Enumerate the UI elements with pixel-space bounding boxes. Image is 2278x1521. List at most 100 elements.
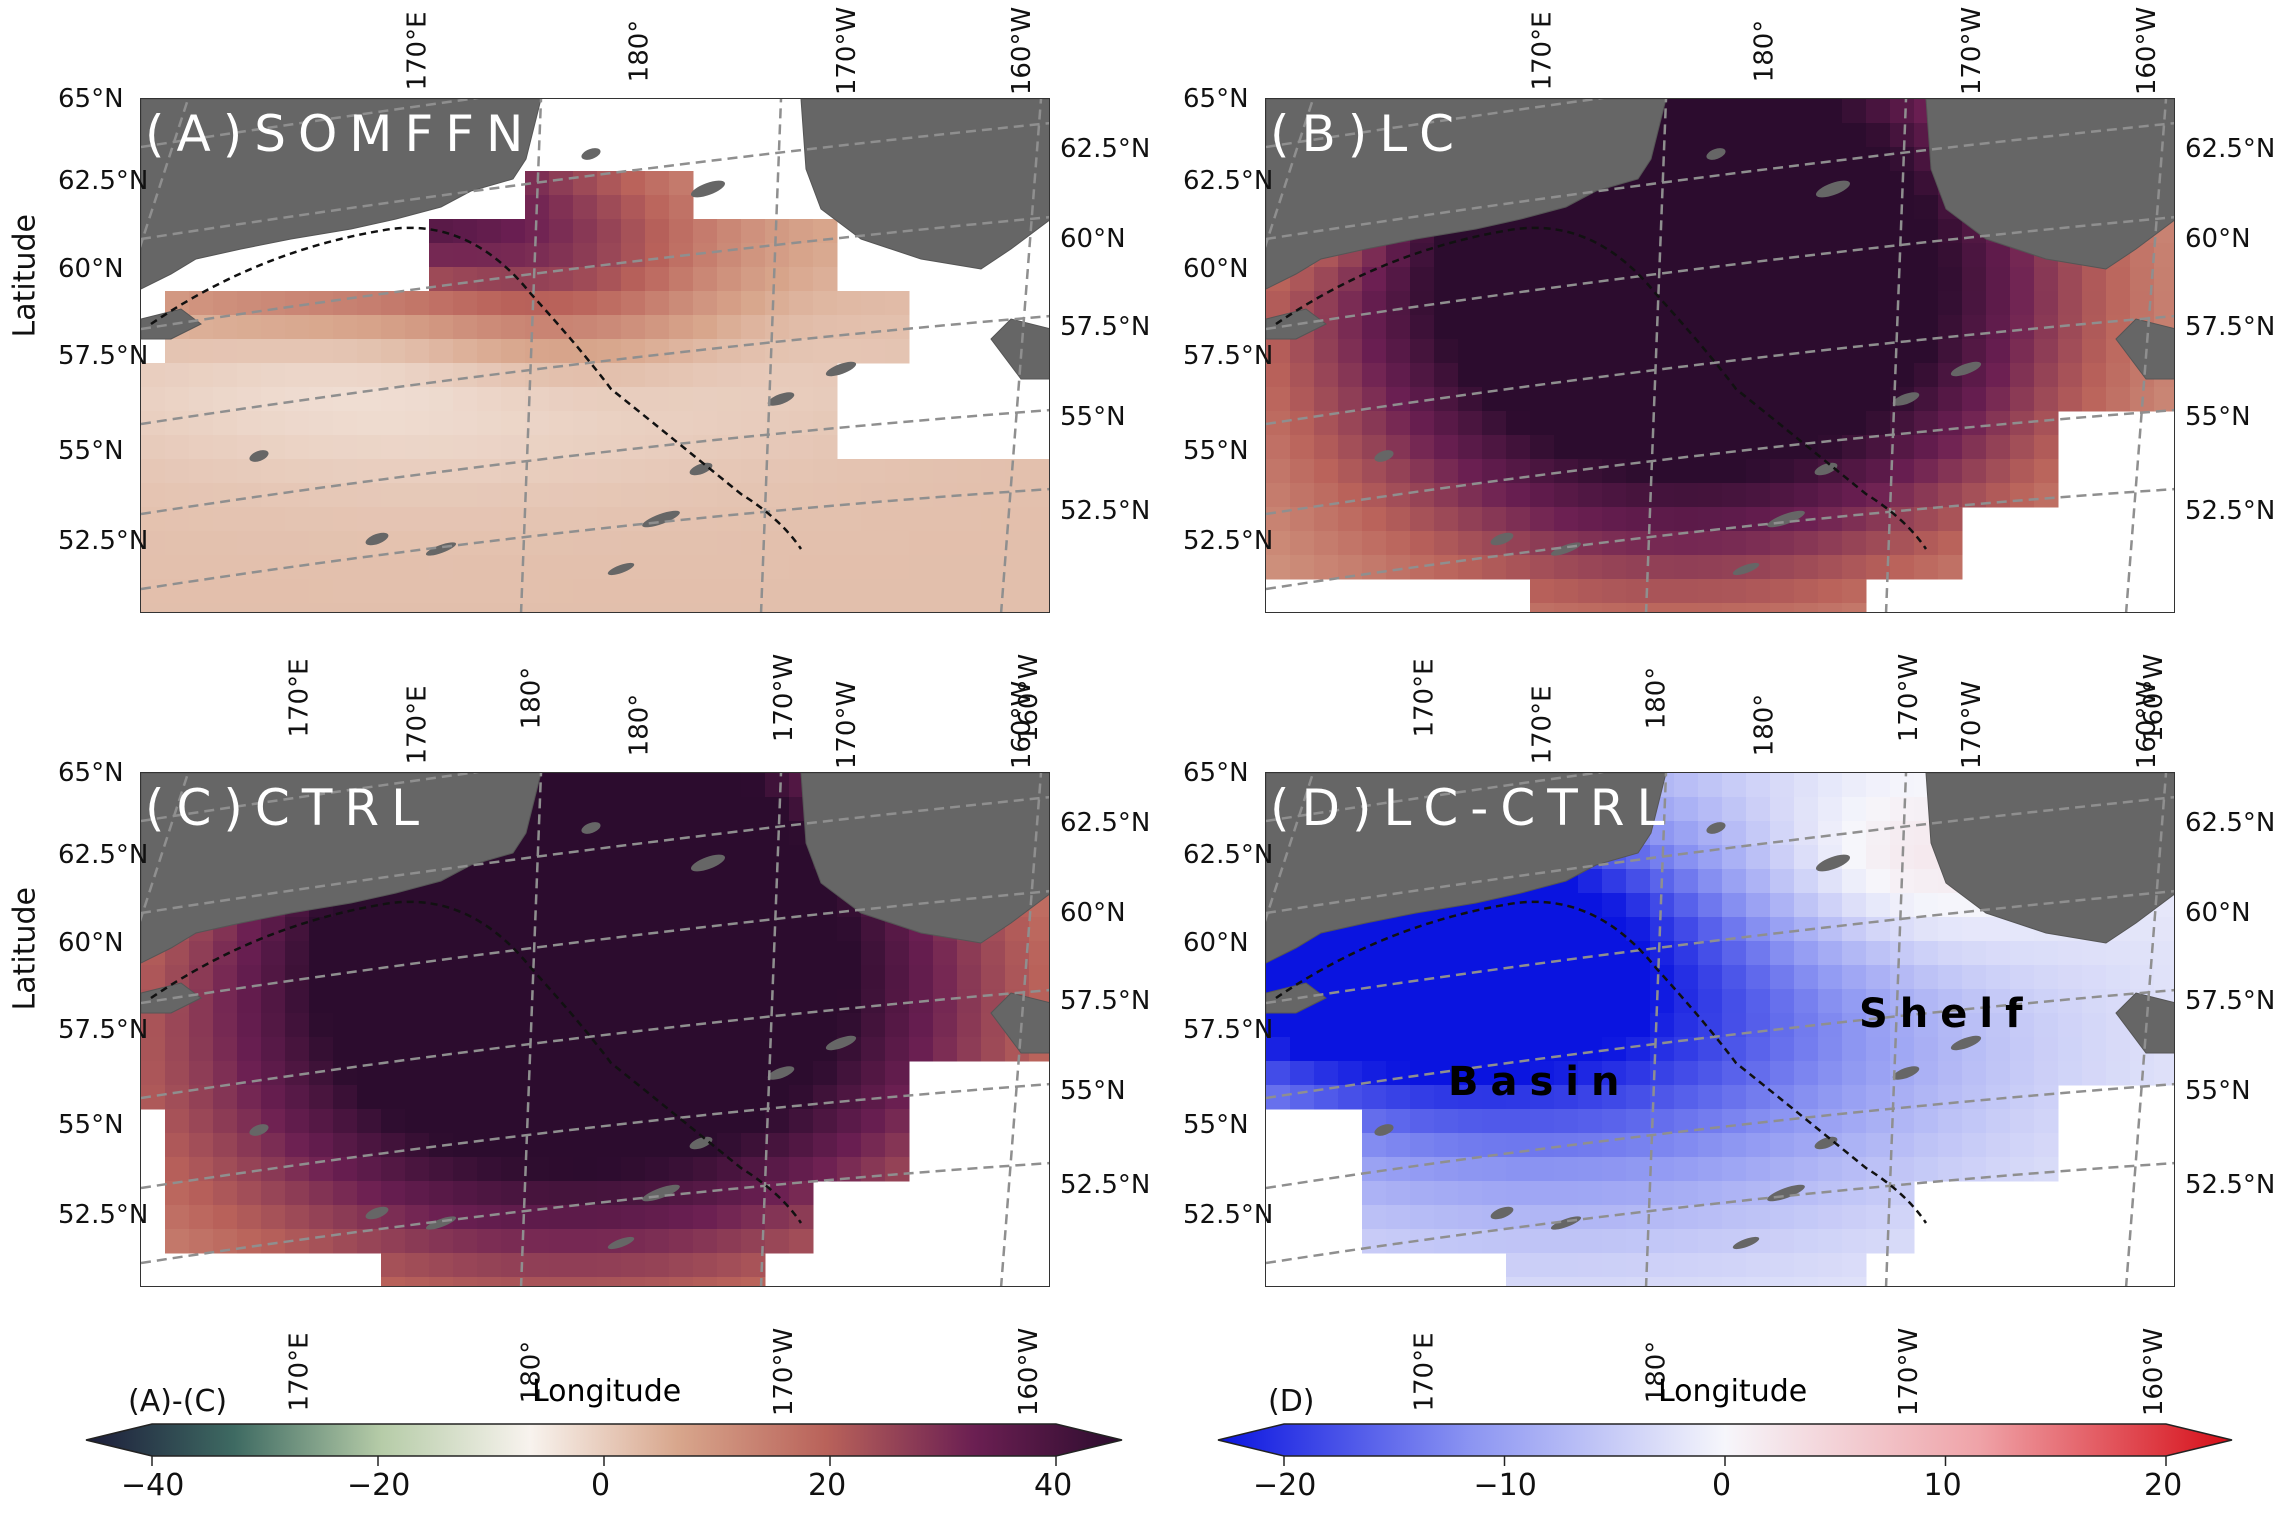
- left-tick-label: 62.5°N: [1183, 840, 1274, 870]
- colorbar-left-title: (A)-(C): [128, 1384, 228, 1419]
- right-tick-label: 62.5°N: [1060, 808, 1151, 838]
- colorbar-tick-label: 0: [1712, 1468, 1732, 1503]
- left-tick-label: 57.5°N: [1183, 1015, 1274, 1045]
- right-tick-label: 62.5°N: [2185, 808, 2276, 838]
- left-tick-label: 65°N: [58, 758, 124, 788]
- region-label-shelf: Shelf: [1859, 991, 2035, 1037]
- panel-c-title: (C)CTRL: [145, 779, 431, 837]
- left-tick-label: 60°N: [58, 928, 124, 958]
- bottom-tick-label: 180°: [1641, 666, 1672, 730]
- left-tick-label: 55°N: [1183, 1110, 1249, 1140]
- left-tick-label: 65°N: [1183, 84, 1249, 114]
- top-tick-label: 180°: [1749, 693, 1780, 757]
- bottom-tick-label: 170°E: [1409, 658, 1440, 738]
- right-tick-label: 57.5°N: [2185, 312, 2276, 342]
- top-tick-label: 160°W: [2132, 680, 2163, 770]
- top-tick-label: 160°W: [2132, 6, 2163, 96]
- bottom-tick-label: 170°E: [1409, 1332, 1440, 1412]
- right-tick-label: 52.5°N: [1060, 1170, 1151, 1200]
- bottom-tick-label: 170°W: [1894, 1327, 1925, 1417]
- panel-c: (C)CTRL: [140, 772, 1050, 1287]
- bottom-tick-label: 170°W: [1894, 653, 1925, 743]
- bottom-tick-label: 160°W: [1014, 1327, 1045, 1417]
- top-tick-label: 180°: [624, 693, 655, 757]
- right-tick-label: 60°N: [1060, 898, 1126, 928]
- left-tick-label: 57.5°N: [1183, 341, 1274, 371]
- left-tick-label: 55°N: [58, 436, 124, 466]
- right-tick-label: 62.5°N: [2185, 134, 2276, 164]
- panel-b-title: (B)LC: [1270, 105, 1467, 163]
- panel-d-title: (D)LC-CTRL: [1270, 779, 1677, 837]
- left-tick-label: 60°N: [1183, 928, 1249, 958]
- top-tick-label: 170°W: [1957, 680, 1988, 770]
- right-tick-label: 57.5°N: [1060, 312, 1151, 342]
- right-tick-label: 55°N: [2185, 1076, 2251, 1106]
- right-tick-label: 57.5°N: [2185, 986, 2276, 1016]
- panel-a: (A)SOMFFN: [140, 98, 1050, 613]
- top-tick-label: 180°: [624, 19, 655, 83]
- top-tick-label: 170°E: [402, 685, 433, 765]
- panel-a-map: [141, 99, 1049, 612]
- colorbar-tick-label: −20: [1253, 1468, 1317, 1503]
- panel-d-map: [1266, 773, 2174, 1286]
- bottom-tick-label: 170°E: [284, 658, 315, 738]
- left-tick-label: 57.5°N: [58, 341, 149, 371]
- left-tick-label: 62.5°N: [1183, 166, 1274, 196]
- bottom-tick-label: 160°W: [2139, 1327, 2170, 1417]
- top-tick-label: 180°: [1749, 19, 1780, 83]
- panel-a-title: (A)SOMFFN: [145, 105, 536, 163]
- panel-b: (B)LC: [1265, 98, 2175, 613]
- left-tick-label: 60°N: [58, 254, 124, 284]
- right-tick-label: 55°N: [2185, 402, 2251, 432]
- right-tick-label: 52.5°N: [2185, 496, 2276, 526]
- panel-b-map: [1266, 99, 2174, 612]
- left-tick-label: 52.5°N: [58, 526, 149, 556]
- right-tick-label: 57.5°N: [1060, 986, 1151, 1016]
- colorbar-tick-label: 40: [1034, 1468, 1073, 1503]
- top-tick-label: 170°E: [402, 11, 433, 91]
- bottom-tick-label: 170°W: [769, 1327, 800, 1417]
- right-tick-label: 60°N: [1060, 224, 1126, 254]
- top-tick-label: 160°W: [1007, 6, 1038, 96]
- left-tick-label: 52.5°N: [1183, 526, 1274, 556]
- right-tick-label: 52.5°N: [1060, 496, 1151, 526]
- bottom-tick-label: 170°E: [284, 1332, 315, 1412]
- right-tick-label: 55°N: [1060, 1076, 1126, 1106]
- x-axis-label-right: Longitude: [1658, 1374, 1808, 1409]
- y-axis-label-top: Latitude: [7, 214, 43, 338]
- top-tick-label: 160°W: [1007, 680, 1038, 770]
- panel-c-map: [141, 773, 1049, 1286]
- left-tick-label: 65°N: [58, 84, 124, 114]
- right-tick-label: 52.5°N: [2185, 1170, 2276, 1200]
- colorbar-tick-label: 20: [808, 1468, 847, 1503]
- left-tick-label: 60°N: [1183, 254, 1249, 284]
- y-axis-label-bottom: Latitude: [7, 887, 43, 1011]
- colorbar-right-title: (D): [1268, 1384, 1315, 1419]
- panel-d: (D)LC-CTRL Basin Shelf: [1265, 772, 2175, 1287]
- left-tick-label: 62.5°N: [58, 840, 149, 870]
- right-tick-label: 62.5°N: [1060, 134, 1151, 164]
- left-tick-label: 57.5°N: [58, 1015, 149, 1045]
- top-tick-label: 170°E: [1527, 11, 1558, 91]
- colorbar-tick-label: 10: [1923, 1468, 1962, 1503]
- colorbar-left: [85, 1423, 1123, 1457]
- colorbar-tick-label: −40: [121, 1468, 185, 1503]
- colorbar-tick-label: 0: [591, 1468, 611, 1503]
- x-axis-label-left: Longitude: [532, 1374, 682, 1409]
- bottom-tick-label: 180°: [516, 666, 547, 730]
- top-tick-label: 170°W: [1957, 6, 1988, 96]
- bottom-tick-label: 170°W: [769, 653, 800, 743]
- right-tick-label: 55°N: [1060, 402, 1126, 432]
- right-tick-label: 60°N: [2185, 224, 2251, 254]
- colorbar-tick-label: −20: [347, 1468, 411, 1503]
- left-tick-label: 65°N: [1183, 758, 1249, 788]
- colorbar-tick-label: 20: [2144, 1468, 2183, 1503]
- left-tick-label: 52.5°N: [1183, 1200, 1274, 1230]
- region-label-basin: Basin: [1448, 1059, 1632, 1105]
- left-tick-label: 62.5°N: [58, 166, 149, 196]
- right-tick-label: 60°N: [2185, 898, 2251, 928]
- left-tick-label: 55°N: [58, 1110, 124, 1140]
- colorbar-tick-label: −10: [1473, 1468, 1537, 1503]
- left-tick-label: 52.5°N: [58, 1200, 149, 1230]
- top-tick-label: 170°W: [832, 680, 863, 770]
